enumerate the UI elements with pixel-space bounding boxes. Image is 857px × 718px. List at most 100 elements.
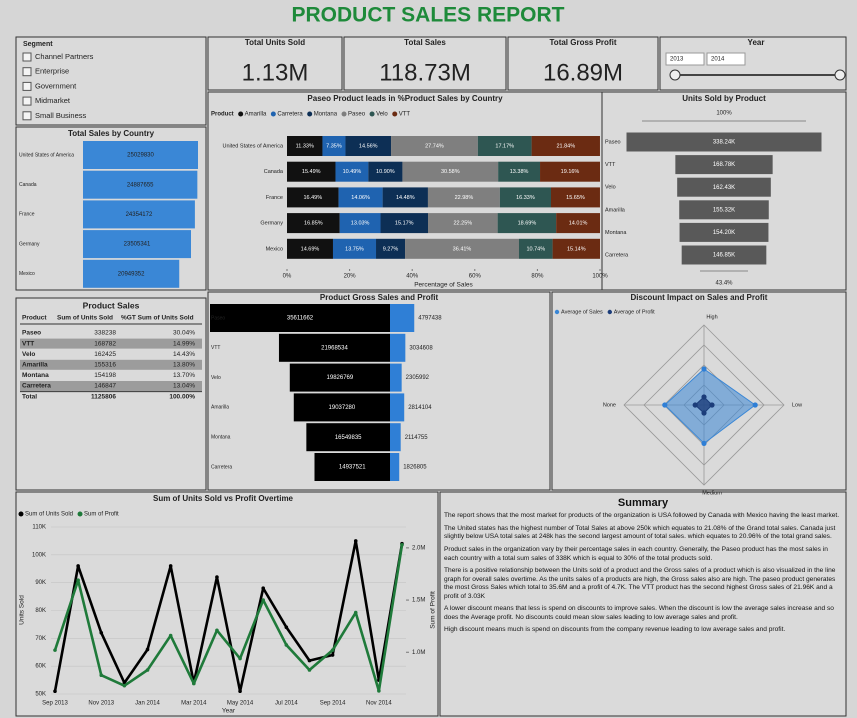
radar-point xyxy=(752,402,758,408)
checkbox[interactable] xyxy=(22,81,32,91)
y-tick-label: 100K xyxy=(32,552,46,558)
x-tick-label: Jul 2014 xyxy=(275,701,298,707)
year-slider-handle[interactable] xyxy=(834,69,846,81)
table-cell: 30.04% xyxy=(173,330,195,337)
table-title: Product Sales xyxy=(83,300,140,310)
table-cell: 14.99% xyxy=(173,340,195,347)
legend-label: Montana xyxy=(314,112,338,118)
radar-point xyxy=(701,440,707,446)
year-slider-handle[interactable] xyxy=(669,69,681,81)
category-label: Velo xyxy=(605,185,616,191)
checkbox[interactable] xyxy=(22,111,32,121)
bar-segment xyxy=(368,161,403,182)
card-panel xyxy=(507,36,659,91)
bar-segment xyxy=(499,187,551,208)
series-line xyxy=(53,539,404,693)
radar-point xyxy=(701,410,707,416)
sales-bar xyxy=(306,423,390,452)
bar-segment xyxy=(287,213,340,234)
bar-segment xyxy=(287,136,323,156)
funnel-bar xyxy=(626,132,822,152)
table-cell: 146847 xyxy=(94,383,116,390)
funnel-bar xyxy=(677,177,771,197)
chart-title: Discount Impact on Sales and Profit xyxy=(631,293,768,302)
value-label: 22.98% xyxy=(455,195,474,201)
legend-label: VTT xyxy=(399,112,411,118)
value-label: 16.33% xyxy=(516,195,535,201)
sales-bar xyxy=(289,363,390,392)
x-tick-label: Sep 2013 xyxy=(42,701,68,707)
chart-title: Product Gross Sales and Profit xyxy=(320,293,439,302)
series-point xyxy=(145,647,150,652)
table-cell: Carretera xyxy=(22,383,51,390)
value-label: 14937521 xyxy=(339,465,366,471)
value-label: 13.75% xyxy=(345,246,364,252)
series-point xyxy=(238,656,242,661)
chart-title: Paseo Product leads in %Product Sales by… xyxy=(307,94,503,103)
value-label: 15.65% xyxy=(566,195,585,201)
bar-segment xyxy=(550,187,600,208)
value-label: 13.03% xyxy=(351,221,370,227)
value-label: 16.85% xyxy=(304,221,323,227)
series-point xyxy=(238,689,242,694)
chart-title: Units Sold by Product xyxy=(682,94,766,103)
table-total: 1125806 xyxy=(91,393,116,400)
card-panel xyxy=(343,36,507,91)
bar xyxy=(83,170,198,199)
bar-segment xyxy=(391,136,478,156)
category-label: Paseo xyxy=(605,139,621,145)
category-label: Montana xyxy=(605,230,627,236)
radar-point xyxy=(701,394,707,400)
legend-marker xyxy=(307,111,313,117)
series-point xyxy=(215,628,219,633)
bar-segment xyxy=(287,187,339,208)
value-label: 15.49% xyxy=(302,169,321,175)
series-point xyxy=(307,658,312,663)
sales-bar xyxy=(293,393,390,422)
series-point xyxy=(261,586,266,591)
year-end-box[interactable] xyxy=(706,52,746,66)
slicer-item: Channel Partners xyxy=(35,52,94,61)
profit-bar xyxy=(390,363,402,392)
row-band xyxy=(20,381,202,391)
checkbox[interactable] xyxy=(22,52,32,62)
value-label: 14.48% xyxy=(396,195,415,201)
series-point xyxy=(168,633,173,638)
x-tick-label: May 2014 xyxy=(227,701,254,707)
checkbox[interactable] xyxy=(22,96,32,106)
bar-segment xyxy=(338,187,383,208)
year-start-box[interactable] xyxy=(665,52,705,66)
table-panel xyxy=(15,297,207,491)
series-point xyxy=(353,610,358,615)
slicer-item: Government xyxy=(35,81,77,90)
card-label: Total Gross Profit xyxy=(550,38,617,47)
category-label: United States of America xyxy=(222,143,283,149)
table-cell: 13.04% xyxy=(173,383,195,390)
value-label: 162.43K xyxy=(713,185,735,191)
slicer-item: Midmarket xyxy=(35,96,71,105)
y2-tick-label: 1.0M xyxy=(412,650,425,656)
checkbox[interactable] xyxy=(22,67,32,77)
value-label: 20949352 xyxy=(118,271,145,277)
category-label: Canada xyxy=(264,169,284,175)
value-label: 9.27% xyxy=(383,246,399,252)
radar-axis-label: Medium xyxy=(702,490,722,496)
legend-title: Product xyxy=(211,112,234,118)
y2-tick-label: 1.5M xyxy=(412,598,425,604)
value-label: 18.69% xyxy=(518,221,537,227)
card-value: 118.73M xyxy=(379,59,471,86)
funnel-bar xyxy=(679,222,769,242)
funnel-top-label: 100% xyxy=(716,111,732,117)
radar-axis-label: Low xyxy=(792,402,802,408)
bar-segment xyxy=(427,187,500,208)
value-label: 10.49% xyxy=(343,169,362,175)
slicer-title: Segment xyxy=(23,41,53,48)
value-label: 10.90% xyxy=(376,169,395,175)
bar-segment xyxy=(322,136,346,156)
summary-paragraph: High discount means much is spend on dis… xyxy=(444,626,786,634)
radar-point xyxy=(662,402,668,408)
legend-marker xyxy=(369,111,375,117)
value-label: 27.74% xyxy=(425,143,444,149)
value-label: 36.41% xyxy=(453,246,472,252)
